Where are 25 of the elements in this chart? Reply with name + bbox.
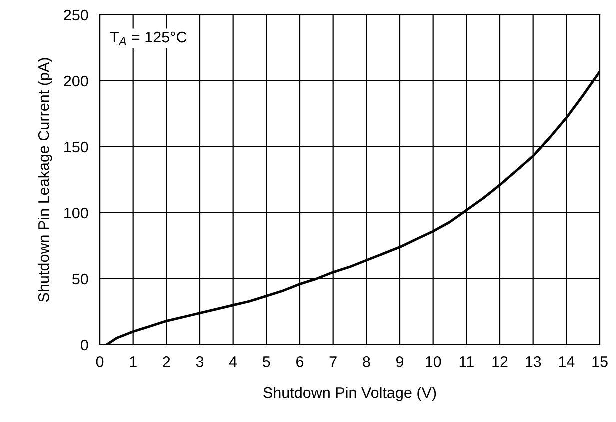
annotation: T$_{A}$ = 125°C <box>110 32 187 46</box>
x-tick-label: 2 <box>163 356 170 368</box>
y-tick-label: 250 <box>64 10 88 21</box>
y-tick-label: 200 <box>64 76 88 87</box>
x-tick-label: 7 <box>330 356 337 368</box>
y-tick-label: 50 <box>72 274 88 285</box>
x-tick-label: 1 <box>130 356 137 368</box>
x-tick-label: 8 <box>363 356 370 368</box>
x-axis-title: Shutdown Pin Voltage (V) <box>264 387 436 402</box>
x-tick-label: 13 <box>526 356 542 368</box>
y-axis-title: Shutdown Pin Leakage Current (pA) <box>38 58 52 302</box>
x-tick-label: 6 <box>296 356 304 368</box>
x-tick-label: 12 <box>492 356 508 368</box>
x-tick-label: 9 <box>396 356 404 368</box>
y-tick-label: 0 <box>80 340 88 351</box>
x-tick-label: 0 <box>96 356 104 368</box>
x-tick-label: 14 <box>559 356 575 368</box>
x-tick-label: 11 <box>460 356 474 368</box>
x-tick-label: 3 <box>196 356 204 368</box>
x-tick-label: 4 <box>229 356 238 368</box>
x-tick-label: 10 <box>426 356 442 368</box>
y-tick-label: 100 <box>64 208 88 219</box>
x-tick-label: 5 <box>263 356 270 368</box>
y-tick-label: 150 <box>64 142 88 153</box>
x-tick-label: 15 <box>592 356 608 368</box>
